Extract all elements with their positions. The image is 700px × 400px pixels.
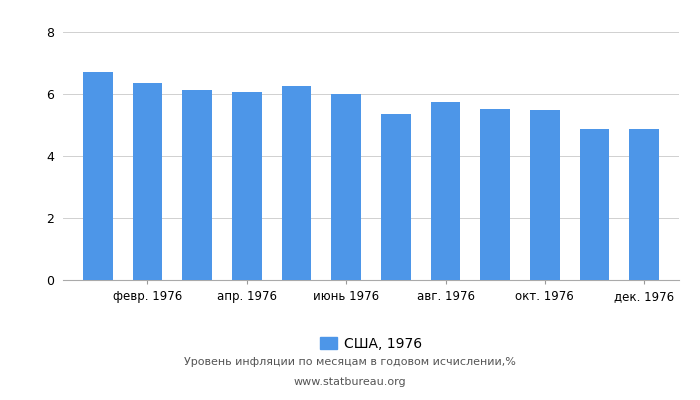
Bar xyxy=(182,90,212,280)
Bar xyxy=(430,102,461,280)
Bar xyxy=(580,129,610,280)
Bar xyxy=(530,110,560,280)
Bar xyxy=(480,109,510,280)
Bar xyxy=(132,84,162,280)
Bar xyxy=(381,114,411,280)
Bar xyxy=(83,72,113,280)
Bar xyxy=(331,94,361,280)
Text: www.statbureau.org: www.statbureau.org xyxy=(294,377,406,387)
Bar xyxy=(281,86,312,280)
Bar xyxy=(629,129,659,280)
Legend: США, 1976: США, 1976 xyxy=(320,336,422,350)
Bar xyxy=(232,92,262,280)
Text: Уровень инфляции по месяцам в годовом исчислении,%: Уровень инфляции по месяцам в годовом ис… xyxy=(184,357,516,367)
